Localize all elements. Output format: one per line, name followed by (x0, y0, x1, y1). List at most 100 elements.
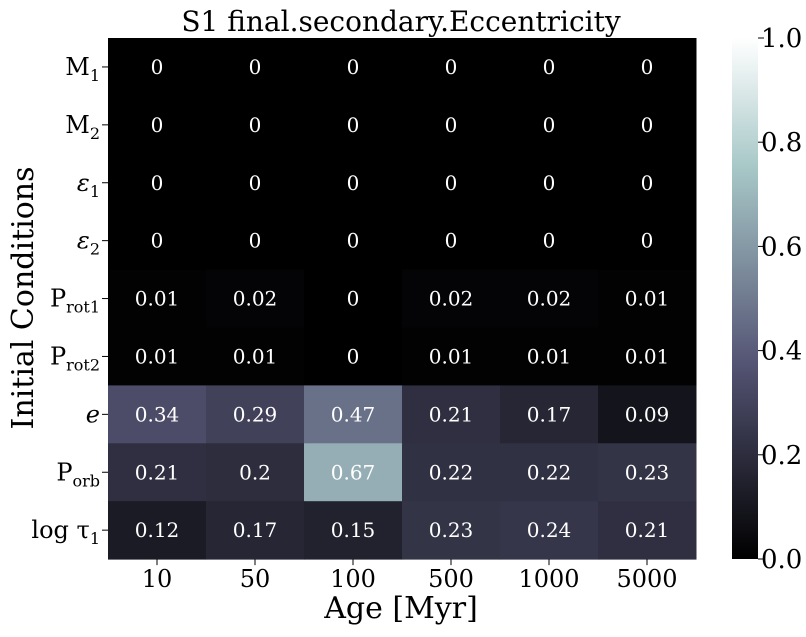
cell-value-label: 0.21 (625, 518, 670, 542)
cell-value-label: 0.34 (135, 402, 180, 426)
colorbar-tick-label: 1.0 (761, 24, 802, 54)
heatmap-cell (206, 501, 305, 560)
colorbar: 0.0 0.2 0.4 0.6 0.8 1.0 (732, 24, 802, 575)
x-axis-label: Age [Myr] (323, 591, 478, 626)
cell-value-label: 0 (347, 171, 360, 195)
colorbar-gradient (732, 38, 758, 559)
cell-value-label: 0 (641, 113, 654, 137)
cell-value-label: 0 (151, 229, 164, 253)
heatmap-cell (500, 269, 599, 328)
cell-value-label: 0.09 (625, 402, 670, 426)
heatmap-cell (108, 501, 207, 560)
cell-value-label: 0 (543, 55, 556, 79)
cell-value-label: 0 (249, 55, 262, 79)
y-tick-labels: M1 M2 ε1 ε2 Prot1 Prot2 e Porb log τ1 (31, 53, 108, 548)
cell-value-label: 0 (543, 113, 556, 137)
cell-value-label: 0.23 (429, 518, 474, 542)
x-tick-label: 1000 (518, 565, 579, 593)
cell-value-label: 0.12 (135, 518, 180, 542)
heatmap-cell (500, 501, 599, 560)
heatmap-cell (500, 38, 599, 97)
heatmap-cell (304, 269, 403, 328)
y-tick-label: ε2 (77, 227, 100, 259)
chart-title: S1 final.secondary.Eccentricity (181, 5, 621, 38)
cell-value-label: 0 (445, 55, 458, 79)
heatmap-cell (206, 211, 305, 271)
cell-value-label: 0 (445, 171, 458, 195)
heatmap-cell (108, 443, 207, 502)
colorbar-ticks: 0.0 0.2 0.4 0.6 0.8 1.0 (758, 24, 802, 575)
cell-value-label: 0.01 (135, 287, 180, 311)
heatmap-cells (108, 38, 697, 560)
heatmap-cell (500, 95, 599, 155)
cell-value-label: 0.15 (331, 518, 376, 542)
heatmap-cell (108, 153, 207, 213)
cell-value-label: 0 (543, 171, 556, 195)
heatmap-cell (304, 385, 403, 444)
heatmap-cell (206, 385, 305, 444)
cell-value-label: 0 (641, 229, 654, 253)
cell-value-label: 0.01 (527, 344, 572, 368)
heatmap-cell (206, 153, 305, 213)
heatmap-cell (304, 153, 403, 213)
heatmap-cell-labels: 0 0 0 0 0 0 0 0 0 0 0 0 0 0 0 0 0 0 0 0 0 0 0 0 0.01 0.02 0 0.02 0.0… (135, 55, 670, 542)
y-tick-label: Prot1 (50, 285, 100, 317)
heatmap-cell (598, 153, 697, 213)
heatmap-cell (598, 385, 697, 444)
heatmap-cell (598, 38, 697, 97)
heatmap-cell (108, 385, 207, 444)
y-axis-label: Initial Conditions (6, 167, 41, 430)
heatmap-cell (304, 211, 403, 271)
heatmap-cell (206, 327, 305, 386)
cell-value-label: 0.24 (527, 518, 572, 542)
x-tick-label: 10 (142, 565, 173, 593)
x-tick-label: 50 (240, 565, 271, 593)
heatmap-cell (402, 38, 501, 97)
colorbar-tick-label: 0.0 (761, 545, 802, 575)
heatmap-cell (500, 443, 599, 502)
cell-value-label: 0.21 (429, 402, 474, 426)
x-tick-labels: 10 50 100 500 1000 5000 (142, 559, 678, 593)
heatmap-cell (598, 269, 697, 328)
heatmap-cell (304, 443, 403, 502)
heatmap-cell (304, 95, 403, 155)
heatmap-cell (206, 269, 305, 328)
cell-value-label: 0.01 (233, 344, 278, 368)
cell-value-label: 0.01 (429, 344, 474, 368)
heatmap-cell (206, 38, 305, 97)
heatmap-cell (108, 211, 207, 271)
cell-value-label: 0 (151, 55, 164, 79)
heatmap-cell (108, 95, 207, 155)
y-tick-label: Prot2 (50, 342, 100, 374)
colorbar-tick-label: 0.2 (761, 441, 802, 471)
cell-value-label: 0.2 (239, 460, 271, 484)
y-tick-label: M2 (65, 111, 100, 143)
heatmap-cell (598, 443, 697, 502)
cell-value-label: 0.01 (135, 344, 180, 368)
cell-value-label: 0.01 (625, 287, 670, 311)
cell-value-label: 0.23 (625, 460, 670, 484)
cell-value-label: 0.02 (429, 287, 474, 311)
y-tick-label: e (86, 400, 100, 428)
x-tick-label: 100 (330, 565, 376, 593)
heatmap-cell (402, 211, 501, 271)
cell-value-label: 0.67 (331, 460, 376, 484)
heatmap-cell (304, 501, 403, 560)
heatmap-cell (402, 443, 501, 502)
cell-value-label: 0.02 (527, 287, 572, 311)
heatmap-cell (206, 95, 305, 155)
cell-value-label: 0 (249, 229, 262, 253)
colorbar-tick-label: 0.8 (761, 128, 802, 158)
cell-value-label: 0.21 (135, 460, 180, 484)
y-tick-label: log τ1 (31, 516, 100, 548)
heatmap-cell (402, 95, 501, 155)
cell-value-label: 0.02 (233, 287, 278, 311)
y-tick-label: Porb (56, 458, 100, 490)
colorbar-tick-label: 0.4 (761, 337, 802, 367)
cell-value-label: 0 (151, 171, 164, 195)
heatmap-cell (304, 38, 403, 97)
heatmap-cell (598, 95, 697, 155)
cell-value-label: 0 (445, 113, 458, 137)
cell-value-label: 0 (347, 344, 360, 368)
